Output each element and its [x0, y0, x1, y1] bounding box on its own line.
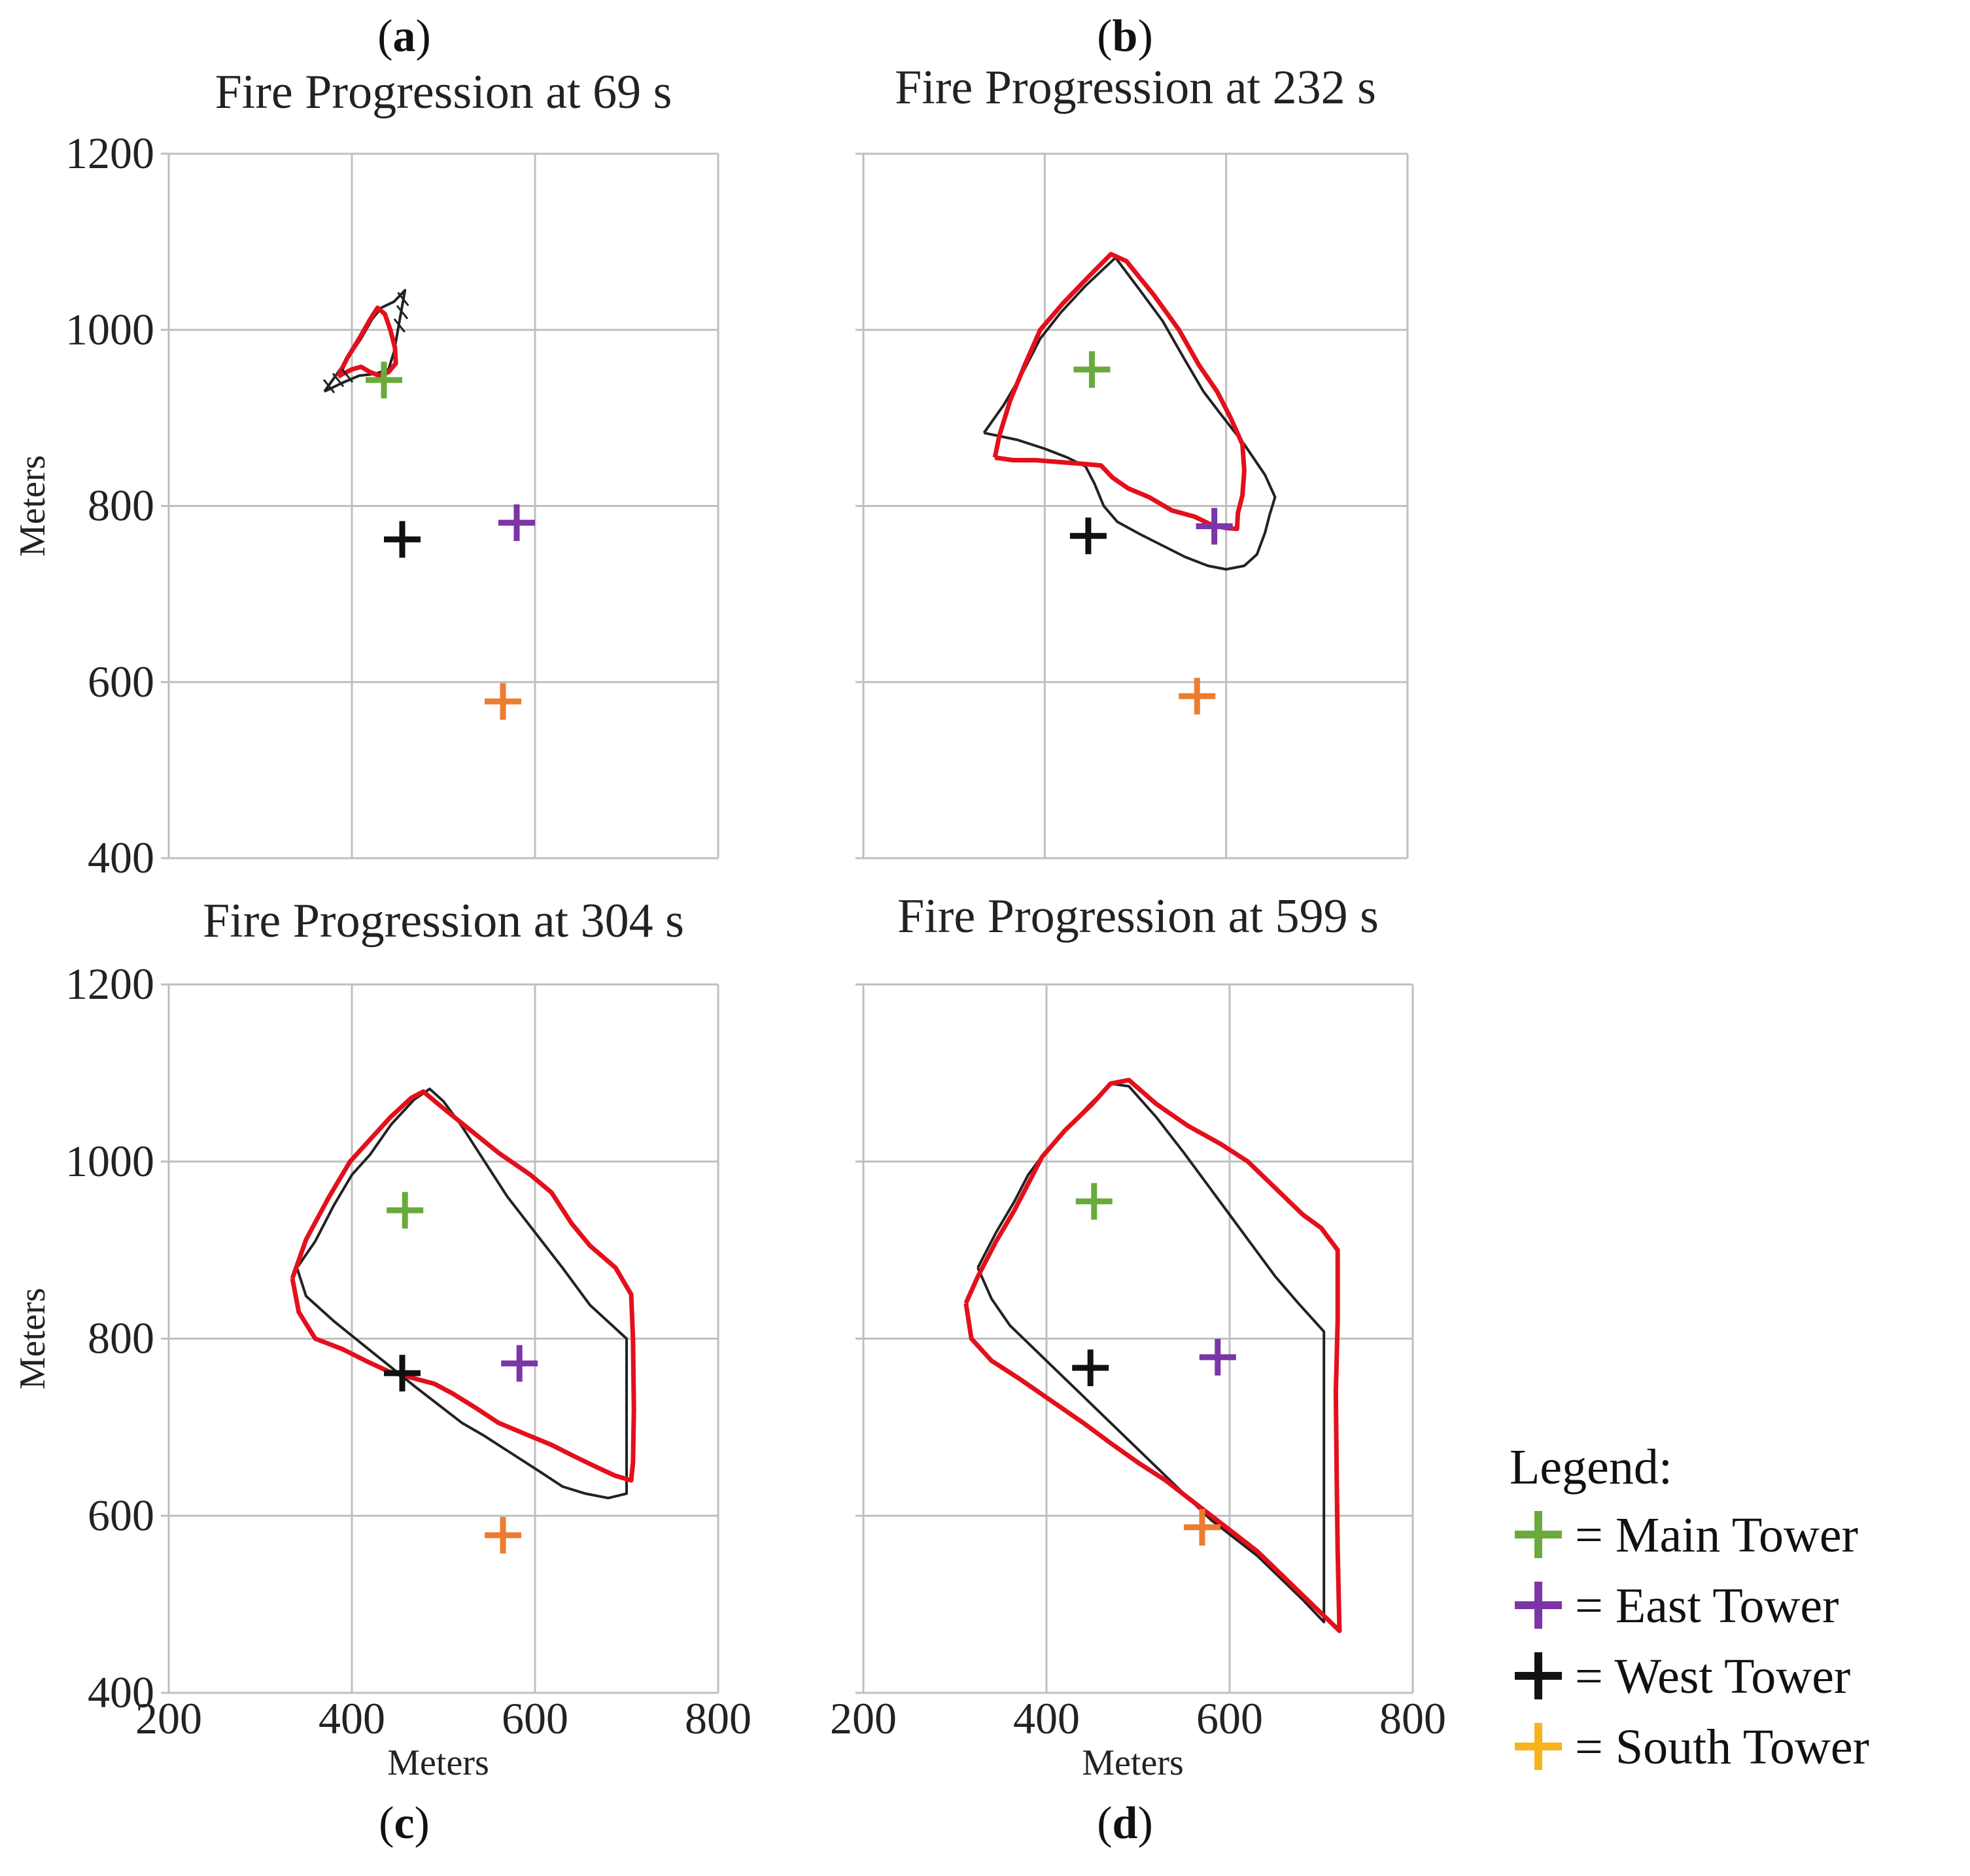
- simulated-perimeter-b: [982, 256, 1277, 571]
- legend-item-west: = West Tower: [1515, 1649, 1850, 1704]
- hatch-mark: [341, 368, 354, 383]
- east-tower-marker: [1196, 508, 1233, 545]
- panel-b: (b)Fire Progression at 232 s: [855, 11, 1409, 860]
- main-tower-marker: [1075, 1183, 1113, 1220]
- hatch-mark: [322, 379, 336, 394]
- plus-icon: [1515, 1582, 1562, 1629]
- y-tick-label: 1200: [65, 959, 154, 1009]
- panel-title-d: Fire Progression at 599 s: [897, 890, 1379, 943]
- legend: Legend: = Main Tower = East Tower = West To…: [1510, 1440, 1869, 1775]
- x-tick-label: 400: [319, 1694, 385, 1743]
- x-axis-title: Meters: [387, 1743, 489, 1783]
- legend-item-main: = Main Tower: [1515, 1508, 1858, 1563]
- plus-icon: [1515, 1652, 1562, 1699]
- main-tower-marker: [387, 1192, 424, 1229]
- east-tower-marker: [501, 1345, 538, 1382]
- y-tick-label: 1200: [65, 128, 154, 178]
- y-tick-label: 800: [88, 481, 154, 530]
- south-tower-marker: [485, 1517, 521, 1554]
- west-tower-marker: [384, 1355, 421, 1392]
- east-tower-marker: [1199, 1338, 1236, 1376]
- hatch-mark: [396, 305, 409, 320]
- legend-item-label: = Main Tower: [1575, 1508, 1858, 1563]
- panel-label-a: (a): [377, 11, 431, 61]
- plus-icon: [1515, 1511, 1562, 1558]
- panel-d: (d) Fire Progression at 599 s 200 400 600 800…: [830, 890, 1446, 1849]
- hatch-mark: [332, 373, 345, 387]
- panel-label-b: (b): [1097, 11, 1153, 61]
- west-tower-marker: [384, 521, 421, 558]
- simulated-perimeter-d: [976, 1082, 1326, 1624]
- west-tower-marker: [1072, 1349, 1109, 1387]
- main-tower-marker: [366, 361, 402, 398]
- y-axis-title: Meters: [12, 1288, 53, 1390]
- y-tick-label: 1000: [65, 1136, 154, 1186]
- observed-perimeter-c: [290, 1089, 636, 1483]
- legend-item-east: = East Tower: [1515, 1578, 1839, 1633]
- panel-title-c: Fire Progression at 304 s: [203, 894, 684, 948]
- grid-a: [161, 152, 719, 860]
- simulated-hatch: [322, 292, 409, 394]
- simulated-perimeter-c: [296, 1087, 628, 1500]
- y-axis-title: Meters: [12, 455, 53, 557]
- x-tick-label: 800: [685, 1694, 752, 1743]
- x-tick-label: 200: [135, 1694, 202, 1743]
- panel-label-d: (d): [1097, 1798, 1153, 1849]
- panel-c: (c) Fire Progression at 304 s 400 600 800 100…: [12, 894, 752, 1849]
- x-tick-label: 200: [830, 1694, 897, 1743]
- panel-label-c: (c): [379, 1798, 430, 1849]
- legend-item-label: = East Tower: [1575, 1578, 1839, 1633]
- grid-b: [855, 152, 1409, 860]
- west-tower-marker: [1069, 517, 1107, 555]
- x-tick-label: 800: [1379, 1694, 1446, 1743]
- main-tower-marker: [1073, 351, 1111, 388]
- legend-item-label: = South Tower: [1575, 1720, 1869, 1775]
- panel-title-b: Fire Progression at 232 s: [895, 61, 1376, 114]
- hatch-mark: [393, 318, 406, 333]
- y-tick-label: 600: [88, 1490, 154, 1540]
- y-tick-label: 1000: [65, 304, 154, 354]
- south-tower-marker: [1184, 1508, 1220, 1546]
- panels-layer: (a)Fire Progression at 69 s 400 600 800 1000…: [12, 11, 1446, 1849]
- observed-perimeter-d: [963, 1077, 1342, 1633]
- plus-icon: [1515, 1723, 1562, 1770]
- x-axis-title: Meters: [1082, 1743, 1184, 1783]
- observed-perimeter-b: [992, 252, 1247, 531]
- grid-d: [855, 983, 1414, 1694]
- south-tower-marker: [485, 683, 521, 720]
- x-tick-label: 600: [502, 1694, 568, 1743]
- legend-item-south: = South Tower: [1515, 1720, 1869, 1775]
- legend-item-label: = West Tower: [1575, 1649, 1850, 1704]
- x-tick-label: 600: [1196, 1694, 1263, 1743]
- panel-title-a: Fire Progression at 69 s: [215, 65, 672, 119]
- south-tower-marker: [1179, 678, 1216, 715]
- panel-a: (a)Fire Progression at 69 s 400 600 800 1000…: [12, 11, 719, 882]
- hatch-mark: [397, 292, 409, 307]
- observed-perimeter-a: [336, 305, 398, 379]
- legend-title: Legend:: [1510, 1440, 1672, 1495]
- grid-c: [161, 983, 719, 1694]
- x-tick-label: 400: [1013, 1694, 1080, 1743]
- y-tick-label: 400: [88, 833, 154, 882]
- y-tick-label: 600: [88, 657, 154, 706]
- y-tick-label: 400: [88, 1667, 154, 1717]
- y-tick-label: 800: [88, 1313, 154, 1363]
- east-tower-marker: [498, 504, 535, 542]
